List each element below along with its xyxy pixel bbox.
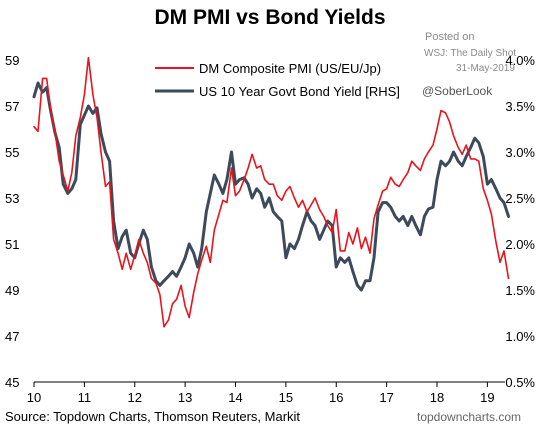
y-left-tick-label: 57 <box>5 99 19 114</box>
x-tick-label: 14 <box>228 390 242 405</box>
x-tick-label: 10 <box>27 390 41 405</box>
posted-on-note: Posted on <box>425 31 475 43</box>
x-tick-label: 18 <box>430 390 444 405</box>
y-right-tick-label: 3.0% <box>505 145 535 160</box>
y-right-tick-label: 3.5% <box>505 99 535 114</box>
x-axis: 10 11 12 13 14 15 16 17 18 19 <box>27 382 495 405</box>
y-right-tick-label: 2.5% <box>505 191 535 206</box>
y-right-tick-label: 0.5% <box>505 375 535 390</box>
y-left-tick-label: 51 <box>5 237 19 252</box>
date-note: 31-May-2019 <box>456 63 515 74</box>
legend-label-yield: US 10 Year Govt Bond Yield [RHS] <box>199 84 400 99</box>
source-text: Source: Topdown Charts, Thomson Reuters,… <box>5 409 300 424</box>
right-axis: 0.5% 1.0% 1.5% 2.0% 2.5% 3.0% 3.5% 4.0% <box>505 53 535 390</box>
y-right-tick-label: 4.0% <box>505 53 535 68</box>
y-right-tick-label: 2.0% <box>505 237 535 252</box>
chart-title: DM PMI vs Bond Yields <box>154 6 385 29</box>
pmi-series-line <box>33 56 510 328</box>
series-layer <box>32 56 510 328</box>
x-tick-label: 15 <box>279 390 293 405</box>
y-right-tick-label: 1.0% <box>505 329 535 344</box>
y-left-tick-label: 45 <box>5 375 19 390</box>
handle-note: @SoberLook <box>422 84 493 98</box>
site-text: topdowncharts.com <box>417 410 521 424</box>
y-left-tick-label: 59 <box>5 53 19 68</box>
y-left-tick-label: 47 <box>5 329 19 344</box>
y-left-tick-label: 49 <box>5 283 19 298</box>
y-left-tick-label: 53 <box>5 191 19 206</box>
left-axis: 45 47 49 51 53 55 57 59 <box>5 53 19 390</box>
x-tick-label: 19 <box>480 390 494 405</box>
legend: DM Composite PMI (US/EU/Jp) US 10 Year G… <box>155 61 400 99</box>
x-tick-label: 17 <box>379 390 393 405</box>
legend-label-pmi: DM Composite PMI (US/EU/Jp) <box>199 61 381 76</box>
yield-series-line <box>32 81 510 292</box>
y-right-tick-label: 1.5% <box>505 283 535 298</box>
x-tick-label: 11 <box>78 390 92 405</box>
x-tick-label: 16 <box>329 390 343 405</box>
x-tick-label: 12 <box>128 390 142 405</box>
outlet-note: WSJ: The Daily Shot <box>424 48 516 59</box>
x-tick-label: 13 <box>178 390 192 405</box>
y-left-tick-label: 55 <box>5 145 19 160</box>
